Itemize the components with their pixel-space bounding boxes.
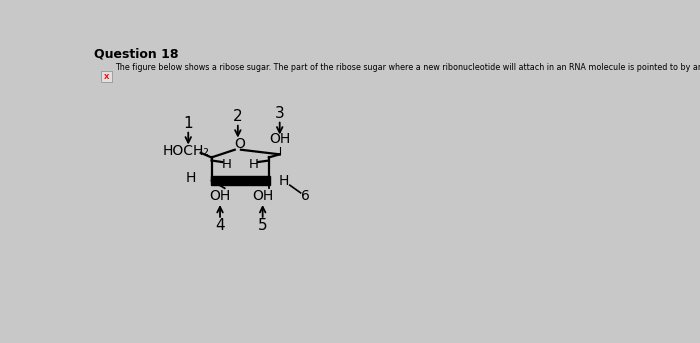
- Text: 5: 5: [258, 218, 267, 234]
- Text: H: H: [279, 174, 289, 188]
- Text: H: H: [186, 171, 196, 185]
- Text: OH: OH: [252, 189, 273, 203]
- Text: OH: OH: [269, 132, 290, 146]
- Text: 2: 2: [233, 109, 243, 124]
- Text: OH: OH: [209, 189, 231, 203]
- Text: 4: 4: [215, 218, 225, 234]
- Text: 3: 3: [275, 106, 285, 121]
- Text: HOCH₂: HOCH₂: [162, 144, 209, 158]
- Text: 6: 6: [301, 189, 309, 203]
- Polygon shape: [211, 176, 270, 185]
- Text: Question 18: Question 18: [94, 47, 178, 60]
- Text: H: H: [249, 158, 259, 171]
- Bar: [102, 71, 112, 82]
- Text: 1: 1: [183, 116, 193, 131]
- Text: H: H: [221, 158, 231, 171]
- Text: The figure below shows a ribose sugar. The part of the ribose sugar where a new : The figure below shows a ribose sugar. T…: [115, 63, 700, 72]
- Text: X: X: [104, 74, 110, 80]
- Text: O: O: [234, 137, 245, 151]
